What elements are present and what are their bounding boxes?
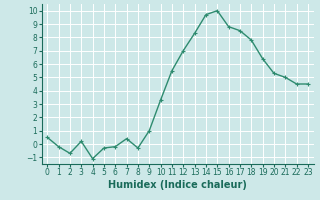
X-axis label: Humidex (Indice chaleur): Humidex (Indice chaleur) [108, 180, 247, 190]
